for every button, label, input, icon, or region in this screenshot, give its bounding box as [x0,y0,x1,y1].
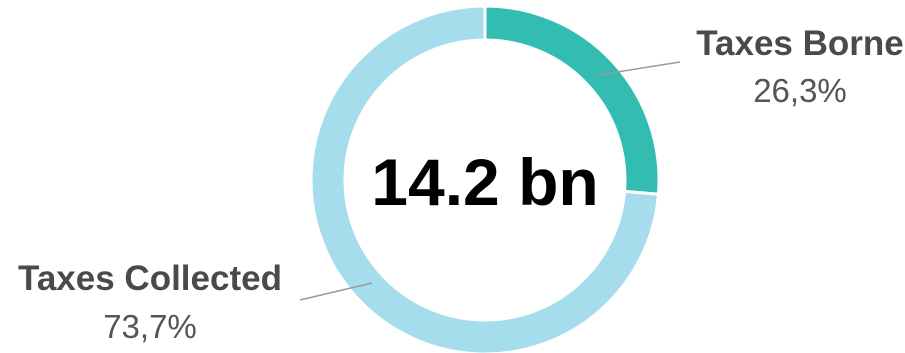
leader-line-taxes-borne [597,61,681,76]
slice-value-taxes-borne: 26,3% [753,72,847,109]
slice-label-taxes-borne: Taxes Borne [696,24,904,63]
slice-value-taxes-collected: 73,7% [103,308,197,345]
donut-slice-taxes-collected [309,4,661,353]
slices-layer [309,4,661,353]
slice-labels-layer: Taxes Borne 26,3% Taxes Collected 73,7% [18,24,904,345]
leader-line-taxes-collected [299,282,373,301]
center-total-label: 14.2 bn [371,145,598,219]
slice-label-taxes-collected: Taxes Collected [18,259,282,298]
leader-lines-layer [299,61,681,301]
